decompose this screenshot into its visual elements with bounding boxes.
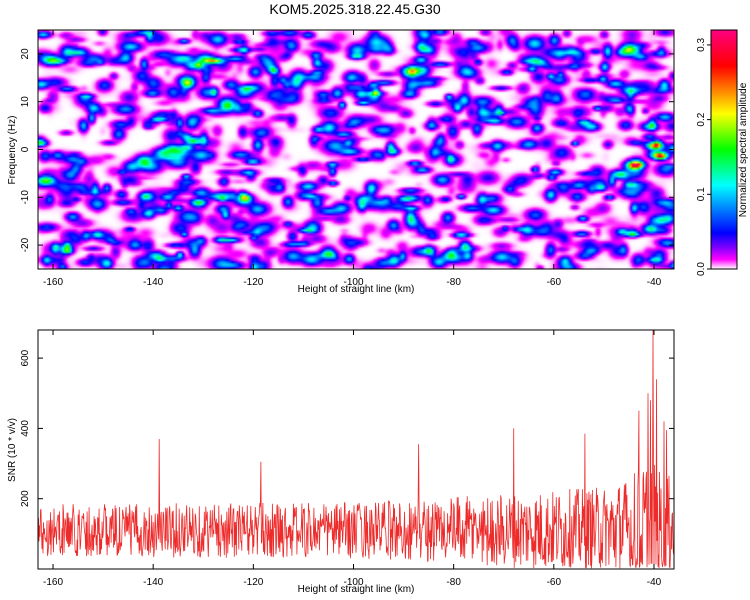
snr-y-axis-label: SNR (10 * v/v) — [7, 418, 18, 482]
colorbar-tick-label: 0.3 — [696, 38, 707, 52]
heatmap-x-axis-label: Height of straight line (km) — [298, 284, 415, 295]
y-tick-label: 400 — [20, 420, 31, 437]
colorbar-tick-label: 0.1 — [696, 187, 707, 201]
heatmap-y-axis-label: Frequency (Hz) — [7, 116, 18, 185]
y-tick-label: 0 — [20, 146, 31, 152]
x-tick-label: -100 — [343, 277, 363, 288]
y-tick-label: 200 — [20, 490, 31, 507]
x-tick-label: -160 — [43, 577, 63, 588]
snr-panel: -160 -140 -120 -100 -80 -60 -40 200 400 600 Heig… — [7, 329, 675, 595]
snr-series — [37, 329, 675, 569]
snr-frame — [37, 329, 675, 570]
x-tick-label: -60 — [547, 577, 562, 588]
y-tick-label: 10 — [20, 96, 31, 108]
heatmap-x-ticks: -160 -140 -120 -100 -80 -60 -40 — [43, 30, 662, 288]
snr-y-ticks: 200 400 600 — [20, 349, 674, 507]
x-tick-label: -140 — [143, 277, 163, 288]
colorbar-tick-label: 0.2 — [696, 112, 707, 126]
y-tick-label: -20 — [20, 237, 31, 252]
colorbar-label: Normalized spectral amplitude — [738, 82, 749, 217]
x-tick-label: -40 — [647, 577, 662, 588]
x-tick-label: -140 — [143, 577, 163, 588]
colorbar: 0.0 0.1 0.2 0.3 Normalized spectral amplitu… — [696, 29, 749, 276]
colorbar-tick-label: 0.0 — [696, 262, 707, 276]
snr-x-ticks: -160 -140 -120 -100 -80 -60 -40 — [43, 330, 662, 588]
x-tick-label: -120 — [243, 277, 263, 288]
x-tick-label: -120 — [243, 577, 263, 588]
colorbar-gradient — [710, 29, 738, 270]
heatmap-image — [38, 30, 674, 269]
x-tick-label: -80 — [446, 277, 461, 288]
x-tick-label: -60 — [547, 277, 562, 288]
x-tick-label: -80 — [446, 577, 461, 588]
y-tick-label: 600 — [20, 349, 31, 366]
x-tick-label: -40 — [647, 277, 662, 288]
heatmap-y-ticks: -20 -10 0 10 20 — [20, 48, 674, 252]
chart-title: KOM5.2025.318.22.45.G30 — [269, 1, 440, 17]
x-tick-label: -160 — [43, 277, 63, 288]
snr-line — [37, 329, 675, 569]
y-tick-label: 20 — [20, 48, 31, 60]
y-tick-label: -10 — [20, 190, 31, 205]
colorbar-ticks: 0.0 0.1 0.2 0.3 — [696, 38, 711, 276]
x-tick-label: -100 — [343, 577, 363, 588]
snr-x-axis-label: Height of straight line (km) — [298, 584, 415, 595]
